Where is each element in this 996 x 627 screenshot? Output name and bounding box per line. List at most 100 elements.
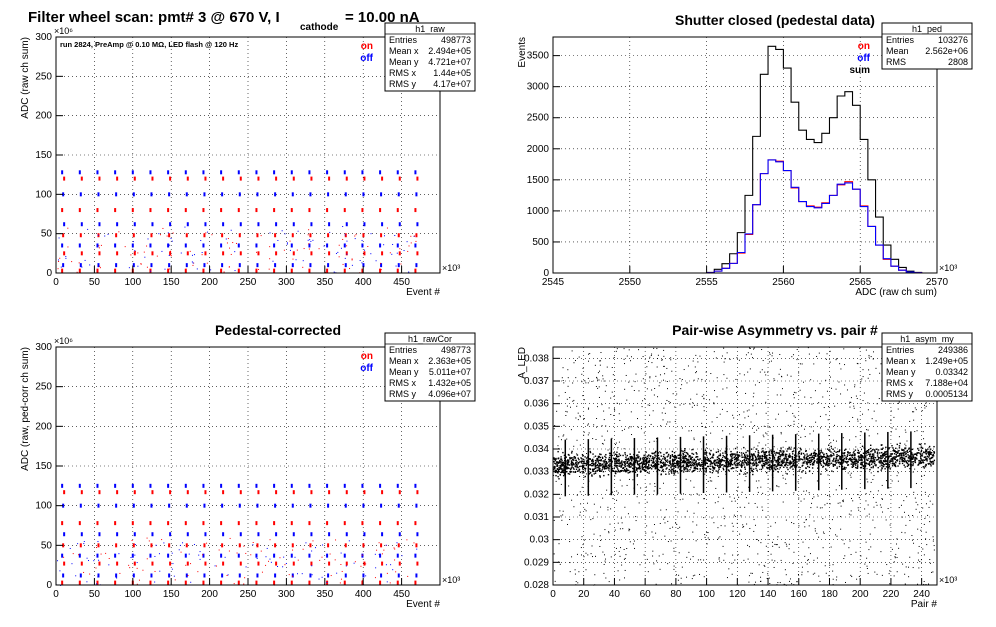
point — [826, 359, 827, 360]
y-tick-label: 300 — [35, 32, 52, 43]
stats-label: RMS x — [389, 68, 417, 78]
point — [803, 491, 804, 492]
band-point — [573, 471, 574, 472]
band-point — [637, 454, 638, 455]
point-scatter — [261, 551, 262, 552]
point — [704, 474, 705, 475]
point — [599, 386, 600, 387]
band-point — [607, 467, 608, 468]
point — [711, 481, 712, 482]
point — [881, 498, 882, 499]
point-scatter — [232, 242, 233, 243]
point-off — [169, 532, 171, 536]
band-point — [921, 450, 922, 451]
band-point — [655, 468, 656, 469]
band-point — [903, 454, 904, 455]
point — [798, 498, 799, 499]
point-off — [256, 573, 258, 577]
point — [565, 411, 566, 412]
point — [775, 419, 776, 420]
band-point — [913, 463, 914, 464]
point-scatter — [342, 571, 343, 572]
band-point — [852, 457, 853, 458]
stats-label: Entries — [389, 345, 418, 355]
point — [801, 425, 802, 426]
point-off — [132, 243, 134, 247]
point-off — [275, 532, 277, 536]
band-point — [624, 463, 625, 464]
point-on — [96, 208, 98, 212]
point-on — [151, 490, 153, 494]
point-on — [61, 581, 63, 585]
point — [921, 559, 922, 560]
point-scatter — [346, 254, 347, 255]
band-point — [676, 462, 677, 463]
point — [586, 453, 587, 454]
point — [786, 544, 787, 545]
band-point — [728, 470, 729, 471]
point — [715, 502, 716, 503]
band-point — [678, 466, 679, 467]
point-off — [222, 222, 224, 226]
band-point — [613, 458, 614, 459]
point-scatter — [379, 542, 380, 543]
point — [705, 537, 706, 538]
band-point — [844, 453, 845, 454]
grid-raw — [56, 37, 440, 273]
point — [567, 524, 568, 525]
point-scatter — [150, 271, 151, 272]
band-point — [774, 452, 775, 453]
point-off — [185, 170, 187, 174]
stats-value: 5.011e+07 — [429, 367, 471, 377]
point-on — [381, 177, 383, 181]
band-point — [823, 456, 824, 457]
point — [842, 540, 843, 541]
band-point — [745, 468, 746, 469]
band-point — [781, 464, 782, 465]
point-scatter — [108, 564, 109, 565]
point-scatter — [116, 578, 117, 579]
band-point — [608, 465, 609, 466]
point-off — [344, 484, 346, 488]
point-scatter — [109, 558, 110, 559]
point — [582, 473, 583, 474]
stats-value: 103276 — [938, 35, 968, 45]
band-point — [575, 457, 576, 458]
point — [644, 398, 645, 399]
band-point — [640, 459, 641, 460]
band-point — [770, 449, 771, 450]
band-point — [653, 458, 654, 459]
point-on — [202, 208, 204, 212]
point-on — [79, 269, 81, 273]
point — [906, 566, 907, 567]
point — [927, 515, 928, 516]
point — [569, 562, 570, 563]
point — [800, 437, 801, 438]
point-on — [327, 233, 329, 237]
point — [664, 373, 665, 374]
point-off — [97, 192, 99, 196]
point — [624, 359, 625, 360]
point — [747, 410, 748, 411]
band-point — [629, 453, 630, 454]
point-off — [203, 504, 205, 508]
point — [596, 439, 597, 440]
point — [738, 554, 739, 555]
data-raw — [58, 170, 419, 273]
point-on — [81, 562, 83, 566]
band-point — [744, 459, 745, 460]
point — [674, 407, 675, 408]
point — [630, 360, 631, 361]
point — [556, 481, 557, 482]
point — [674, 566, 675, 567]
point-scatter — [342, 239, 343, 240]
band-point — [651, 460, 652, 461]
band-point — [684, 452, 685, 453]
point-scatter — [343, 264, 344, 265]
point — [793, 492, 794, 493]
point — [916, 509, 917, 510]
point — [919, 561, 920, 562]
point — [588, 361, 589, 362]
point — [869, 355, 870, 356]
point — [667, 421, 668, 422]
